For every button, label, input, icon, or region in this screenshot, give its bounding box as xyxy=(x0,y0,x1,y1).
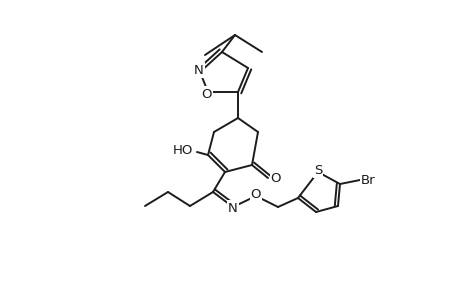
Text: O: O xyxy=(202,88,212,100)
Text: N: N xyxy=(228,202,237,214)
Text: S: S xyxy=(313,164,321,176)
Text: O: O xyxy=(270,172,280,184)
Text: HO: HO xyxy=(173,143,193,157)
Text: O: O xyxy=(250,188,261,202)
Text: Br: Br xyxy=(360,173,375,187)
Text: N: N xyxy=(194,64,203,76)
